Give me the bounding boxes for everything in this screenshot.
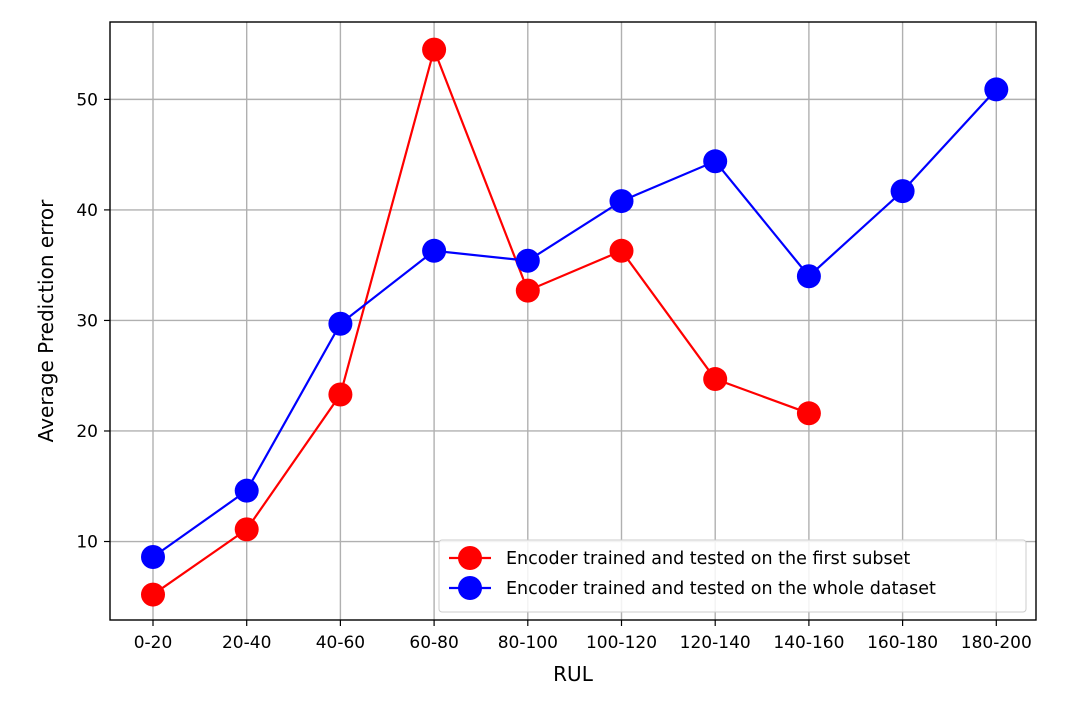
series-1-point (328, 382, 353, 407)
legend: Encoder trained and tested on the first … (438, 539, 1027, 613)
y-tick-label: 10 (76, 533, 98, 553)
series-2-point (609, 189, 634, 214)
x-axis: 0-20 20-40 40-60 60-80 80-100 100-120 120-140 1… (134, 620, 1032, 653)
legend-box (438, 539, 1027, 613)
series-1-point (234, 517, 259, 542)
x-tick-label: 40-60 (316, 633, 365, 653)
y-axis-label: Average Prediction error (34, 199, 58, 442)
legend-label-series-1: Encoder trained and tested on the first … (506, 549, 910, 569)
series-1-line (152, 46, 810, 596)
y-axis: 10 20 30 40 50 (76, 90, 110, 553)
x-tick-label: 100-120 (586, 633, 657, 653)
x-tick-label: 120-140 (680, 633, 751, 653)
series-2-point (234, 478, 259, 503)
y-tick-label: 30 (76, 311, 98, 331)
series-1-point (796, 401, 821, 426)
x-tick-label: 80-100 (498, 633, 558, 653)
legend-marker-series-2 (458, 576, 482, 600)
series-2-point (422, 238, 447, 263)
series-1-point (141, 582, 165, 607)
series-2-point (984, 77, 1009, 102)
series-1-point (609, 238, 634, 263)
series-2-point (890, 179, 915, 204)
x-tick-label: 20-40 (222, 633, 271, 653)
series-2-point (703, 149, 728, 174)
series-2-point (515, 248, 540, 273)
series-1-point (703, 367, 728, 392)
x-tick-label: 180-200 (961, 633, 1032, 653)
series-2-point (796, 264, 821, 289)
series-1-point (422, 37, 447, 62)
x-tick-label: 60-80 (409, 633, 458, 653)
x-tick-label: 140-160 (773, 633, 844, 653)
legend-marker-series-1 (458, 546, 482, 570)
x-tick-label: 160-180 (867, 633, 938, 653)
series-lines (141, 37, 1009, 607)
y-tick-label: 20 (76, 422, 98, 442)
legend-label-series-2: Encoder trained and tested on the whole … (506, 579, 936, 599)
y-tick-label: 50 (76, 90, 98, 110)
series-2-line (152, 88, 998, 558)
series-1-point (515, 278, 540, 303)
y-tick-label: 40 (76, 201, 98, 221)
series-2-point (141, 544, 165, 569)
x-tick-label: 0-20 (134, 633, 173, 653)
series-2-point (328, 311, 353, 336)
x-axis-label: RUL (553, 662, 594, 686)
